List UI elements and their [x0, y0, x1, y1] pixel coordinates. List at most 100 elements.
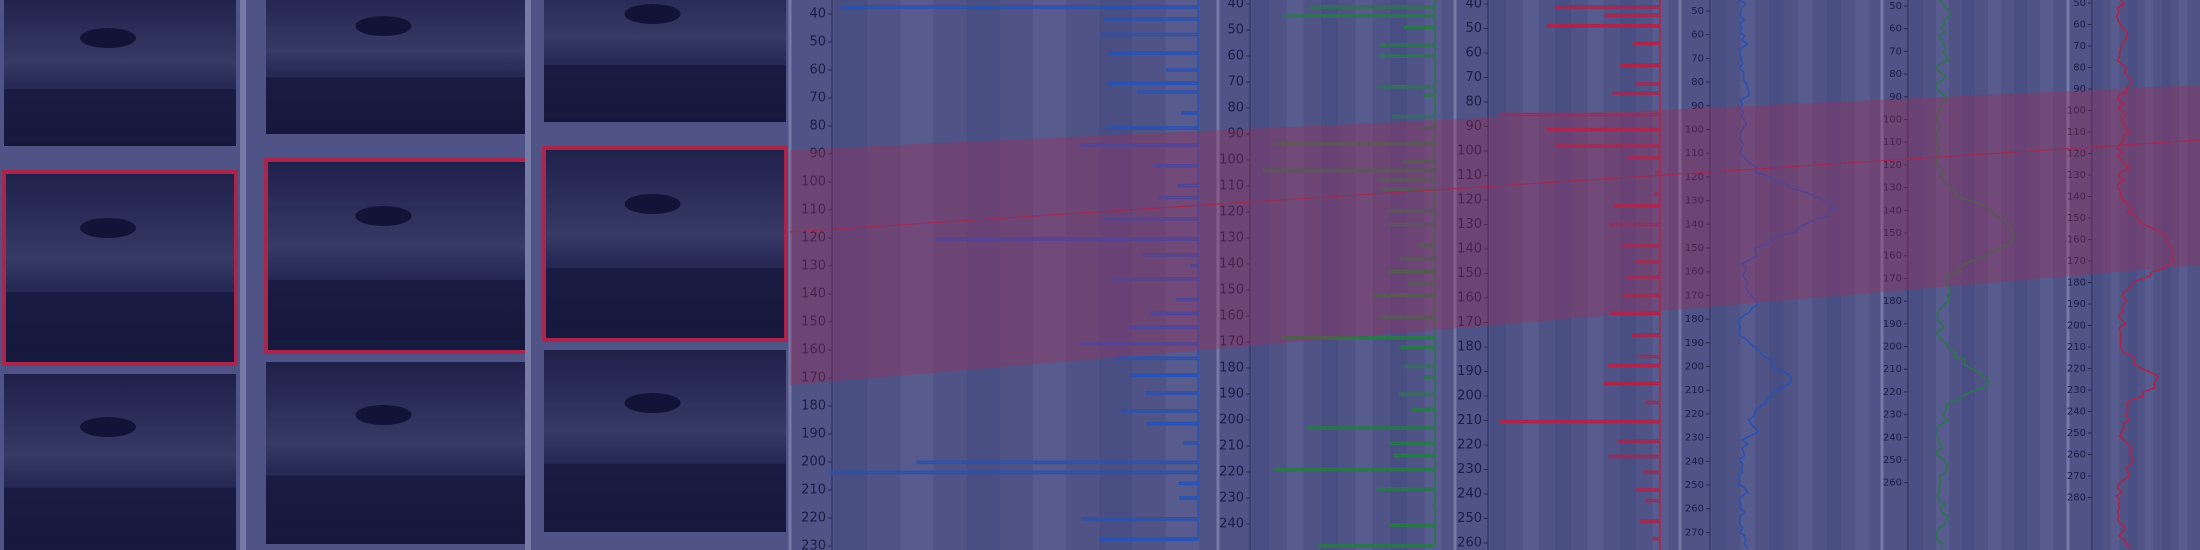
stripe	[1740, 0, 1755, 550]
tick-label: 110	[1219, 179, 1244, 194]
stripe	[1769, 0, 1784, 550]
stripe	[2145, 0, 2154, 550]
tick-label: 90	[1227, 127, 1244, 142]
stripe	[2128, 0, 2137, 550]
tick-label: 90	[1691, 101, 1704, 112]
stripe	[1988, 0, 2001, 550]
stripe	[2179, 0, 2188, 550]
stripe	[1490, 0, 1507, 550]
tick-label: 150	[2067, 213, 2086, 224]
tick-label: 260	[1457, 536, 1482, 550]
tick-label: 140	[1457, 242, 1482, 257]
tick-label: 190	[1685, 338, 1704, 349]
tick-label: 220	[1219, 465, 1244, 480]
stripe	[1033, 0, 1067, 550]
tick-label: 160	[1457, 291, 1482, 306]
dashboard	[544, 65, 786, 114]
tick-label: 170	[1883, 273, 1902, 284]
cursor-line	[789, 139, 2200, 233]
tick-label: 80	[2073, 63, 2086, 74]
tick-label: 60	[809, 63, 826, 78]
stripe	[834, 0, 868, 550]
stripe	[2162, 0, 2171, 550]
tick-label: 110	[801, 203, 826, 218]
tick-label: 220	[1457, 438, 1482, 453]
tick-label: 240	[1457, 487, 1482, 502]
trace	[829, 0, 1199, 541]
stripe	[1252, 0, 1270, 550]
tick-label: 130	[1883, 183, 1902, 194]
stripe	[1798, 0, 1813, 550]
tick-label: 40	[1227, 0, 1244, 12]
tick-label: 130	[1219, 231, 1244, 246]
tick-label: 140	[1883, 205, 1902, 216]
tick-label: 90	[809, 147, 826, 162]
mirror	[80, 417, 136, 437]
mirror	[624, 194, 681, 214]
tick-label: 70	[1227, 75, 1244, 90]
tick-label: 230	[1685, 433, 1704, 444]
tick-label: 280	[2067, 493, 2086, 504]
mirror	[355, 16, 412, 36]
tick-label: 150	[1883, 228, 1902, 239]
tick-label: 180	[801, 399, 826, 414]
stripe	[1855, 0, 1870, 550]
tick-label: 140	[801, 287, 826, 302]
tick-label: 50	[1691, 6, 1704, 17]
stripe	[1910, 0, 1923, 550]
trace	[1262, 0, 1436, 548]
tick-label: 50	[2073, 0, 2086, 9]
tick-label: 240	[1685, 456, 1704, 467]
highlight-band	[790, 85, 2200, 385]
thumbnail-grid	[2, 0, 788, 550]
trace	[1934, 0, 2016, 549]
tick-label: 230	[1883, 410, 1902, 421]
tick-label: 50	[809, 35, 826, 50]
stripe	[1962, 0, 1975, 550]
divider	[240, 0, 246, 550]
mirror	[624, 4, 681, 24]
tick-label: 220	[1883, 387, 1902, 398]
tick-label: 270	[1685, 527, 1704, 538]
tick-label: 50	[1889, 1, 1902, 12]
tick-label: 250	[1685, 480, 1704, 491]
mirror	[624, 393, 681, 413]
tick-label: 210	[1883, 364, 1902, 375]
tick-label: 160	[801, 343, 826, 358]
dashboard	[266, 77, 528, 126]
tick-label: 220	[2067, 364, 2086, 375]
selected-frame	[2, 170, 238, 366]
mirror	[80, 218, 136, 238]
trace	[1737, 0, 1838, 549]
tick-label: 70	[1465, 70, 1482, 85]
stripe	[1712, 0, 1727, 550]
tick-label: 50	[1227, 23, 1244, 38]
tick-label: 110	[1685, 148, 1704, 159]
tick-label: 200	[1685, 362, 1704, 373]
tick-label: 210	[1457, 413, 1482, 428]
stripe	[1355, 0, 1373, 550]
tick-label: 210	[801, 483, 826, 498]
tick-label: 160	[1219, 309, 1244, 324]
tick-label: 260	[1883, 478, 1902, 489]
tick-label: 60	[1889, 24, 1902, 35]
tick-label: 260	[1685, 504, 1704, 515]
dashboard	[4, 292, 236, 352]
tick-label: 230	[2067, 385, 2086, 396]
tick-label: 180	[1883, 296, 1902, 307]
tick-label: 100	[801, 175, 826, 190]
tick-label: 160	[2067, 235, 2086, 246]
stripe	[1555, 0, 1572, 550]
tick-label: 190	[1219, 387, 1244, 402]
tick-label: 150	[1219, 283, 1244, 298]
mirror	[355, 405, 412, 425]
stripe	[1587, 0, 1604, 550]
dashboard	[266, 280, 528, 340]
tick-label: 170	[801, 371, 826, 386]
tick-label: 60	[1465, 46, 1482, 61]
tick-label: 150	[801, 315, 826, 330]
stripe	[1620, 0, 1637, 550]
tick-label: 180	[1457, 340, 1482, 355]
tick-label: 140	[1219, 257, 1244, 272]
